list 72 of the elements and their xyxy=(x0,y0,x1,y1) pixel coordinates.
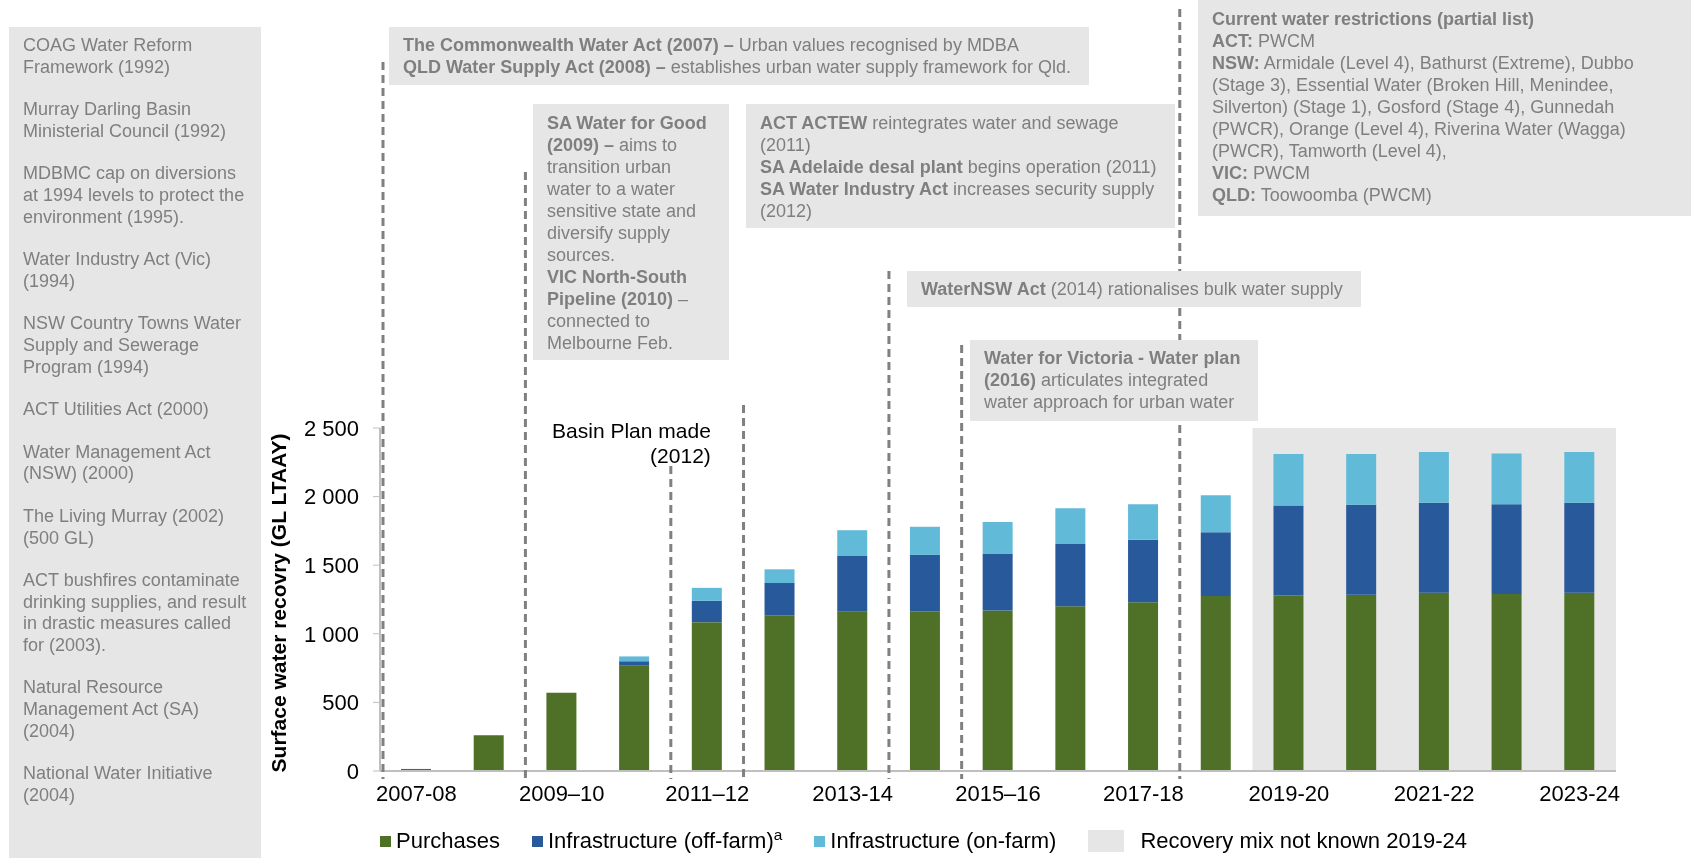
bar xyxy=(691,587,722,601)
x-tick-label: 2019-20 xyxy=(1248,780,1330,806)
bar xyxy=(1564,502,1595,593)
bar xyxy=(837,555,868,612)
bar xyxy=(1491,594,1522,771)
bar xyxy=(1055,543,1086,607)
x-tick-label: 2015–16 xyxy=(955,780,1041,806)
bar xyxy=(1491,504,1522,595)
bar xyxy=(1128,539,1159,603)
bar xyxy=(619,665,650,771)
bar xyxy=(691,600,722,623)
bar xyxy=(1418,592,1449,771)
bar xyxy=(1055,508,1086,544)
legend-label: Purchases xyxy=(396,828,500,854)
callout-box: Water for Victoria - Water plan (2016) articulates integrated water approach for urban water xyxy=(970,340,1258,421)
bar xyxy=(1200,532,1231,597)
bar xyxy=(1346,594,1377,771)
bar xyxy=(909,554,940,612)
legend-label: Recovery mix not known 2019-24 xyxy=(1140,828,1467,854)
bar xyxy=(473,735,504,771)
bar xyxy=(837,530,868,556)
x-tick-label: 2023-24 xyxy=(1539,780,1621,806)
bar xyxy=(1273,595,1304,771)
y-tick-label: 2 000 xyxy=(303,484,359,510)
callout-box: ACT ACTEW reintegrates water and sewage (2011) SA Adelaide desal plant begins operation (2011) SA Water Industry Act increases security supply (2012) xyxy=(746,104,1175,228)
bar xyxy=(691,622,722,771)
bar xyxy=(619,656,650,662)
x-tick-label: 2021-22 xyxy=(1393,780,1475,806)
bar xyxy=(1418,452,1449,503)
bar xyxy=(982,553,1013,611)
y-tick-label: 500 xyxy=(322,690,359,716)
bar xyxy=(1346,504,1377,595)
legend-label: Infrastructure (off-farm)$^{a}$ xyxy=(547,825,783,854)
y-tick-label: 0 xyxy=(346,758,359,784)
bar xyxy=(982,521,1013,554)
bar xyxy=(619,661,650,666)
y-tick-label: 2 500 xyxy=(303,415,359,441)
bar xyxy=(1200,495,1231,533)
x-tick-label: 2009–10 xyxy=(518,780,605,806)
bar xyxy=(1128,602,1159,771)
callout-box: WaterNSW Act (2014) rationalises bulk water supply xyxy=(907,271,1361,307)
bar xyxy=(909,526,940,555)
bar xyxy=(1491,453,1522,505)
callout-box: SA Water for Good (2009) – aims to transition urban water to a water sensitive state and diversify supply sources. VIC North-South Pipeline (2010) – connected to Melbourne Feb. xyxy=(533,104,729,360)
y-tick-label: 1 000 xyxy=(303,621,359,647)
y-axis-title: Surface water recovry (GL LTAAY) xyxy=(267,433,291,773)
x-tick-label: 2013-14 xyxy=(812,780,893,806)
bar xyxy=(1346,454,1377,505)
bar xyxy=(1418,502,1449,593)
bar xyxy=(1273,454,1304,506)
callout-box: COAG Water Reform Framework (1992) Murray Darling Basin Ministerial Council (1992) MDBMC cap on diversions at 1994 levels to protect the environment (1995). Water Industry Act (Vic) (1994) NSW Country Towns Water Supply and Sewerage Program (1994) ACT Utilities Act (2000) Water Management Act (NSW) (2000) The Living Murray (2002) (500 GL) ACT bushfires contaminate drinking supplies, and result in drastic measures called for (2003). Natural Resource Management Act (SA) (2004) National Water Initiative (2004) xyxy=(9,27,261,858)
x-tick-label: 2011–12 xyxy=(665,780,750,806)
bar xyxy=(764,569,795,584)
y-tick-label: 1 500 xyxy=(303,553,359,579)
bar xyxy=(764,615,795,771)
bar xyxy=(546,692,577,771)
x-tick-label: 2007-08 xyxy=(375,780,457,806)
bar xyxy=(764,583,795,616)
bar xyxy=(837,611,868,771)
bar xyxy=(1273,505,1304,596)
annotation: Basin Plan made (2012) xyxy=(551,419,711,468)
x-tick-label: 2017-18 xyxy=(1103,780,1184,806)
legend-label: Infrastructure (on-farm) xyxy=(830,828,1057,854)
callout-box: The Commonwealth Water Act (2007) – Urban values recognised by MDBA QLD Water Supply Act (2008) – establishes urban water supply framework for Qld. xyxy=(389,27,1089,85)
bar xyxy=(1055,606,1086,771)
bar xyxy=(1564,452,1595,503)
bar xyxy=(1128,504,1159,540)
bar xyxy=(1564,592,1595,771)
bar xyxy=(909,611,940,771)
bar xyxy=(982,610,1013,771)
bar xyxy=(1200,596,1231,771)
callout-box: Current water restrictions (partial list) ACT: PWCM NSW: Armidale (Level 4), Bathurst (Extreme), Dubbo (Stage 3), Essential Water (Broken Hill, Menindee, Silverton) (Stage 1), Gosford (Stage 4), Gunnedah (PWCR), Orange (Level 4), Riverina Water (Wagga) (PWCR), Tamworth (Level 4), VIC: PWCM QLD: Toowoomba (PWCM) xyxy=(1198,0,1691,216)
